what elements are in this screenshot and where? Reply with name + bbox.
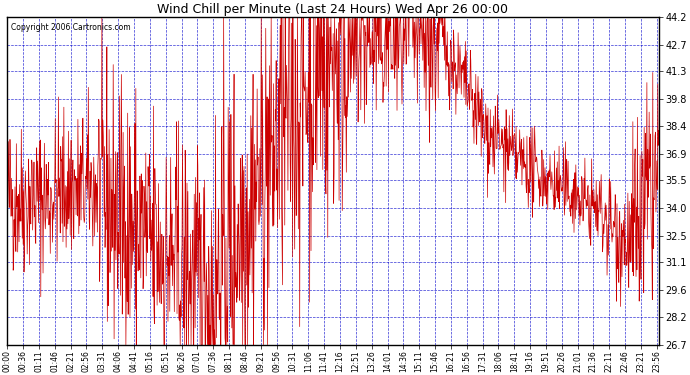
Title: Wind Chill per Minute (Last 24 Hours) Wed Apr 26 00:00: Wind Chill per Minute (Last 24 Hours) We…	[157, 3, 509, 16]
Text: Copyright 2006 Cartronics.com: Copyright 2006 Cartronics.com	[10, 24, 130, 33]
